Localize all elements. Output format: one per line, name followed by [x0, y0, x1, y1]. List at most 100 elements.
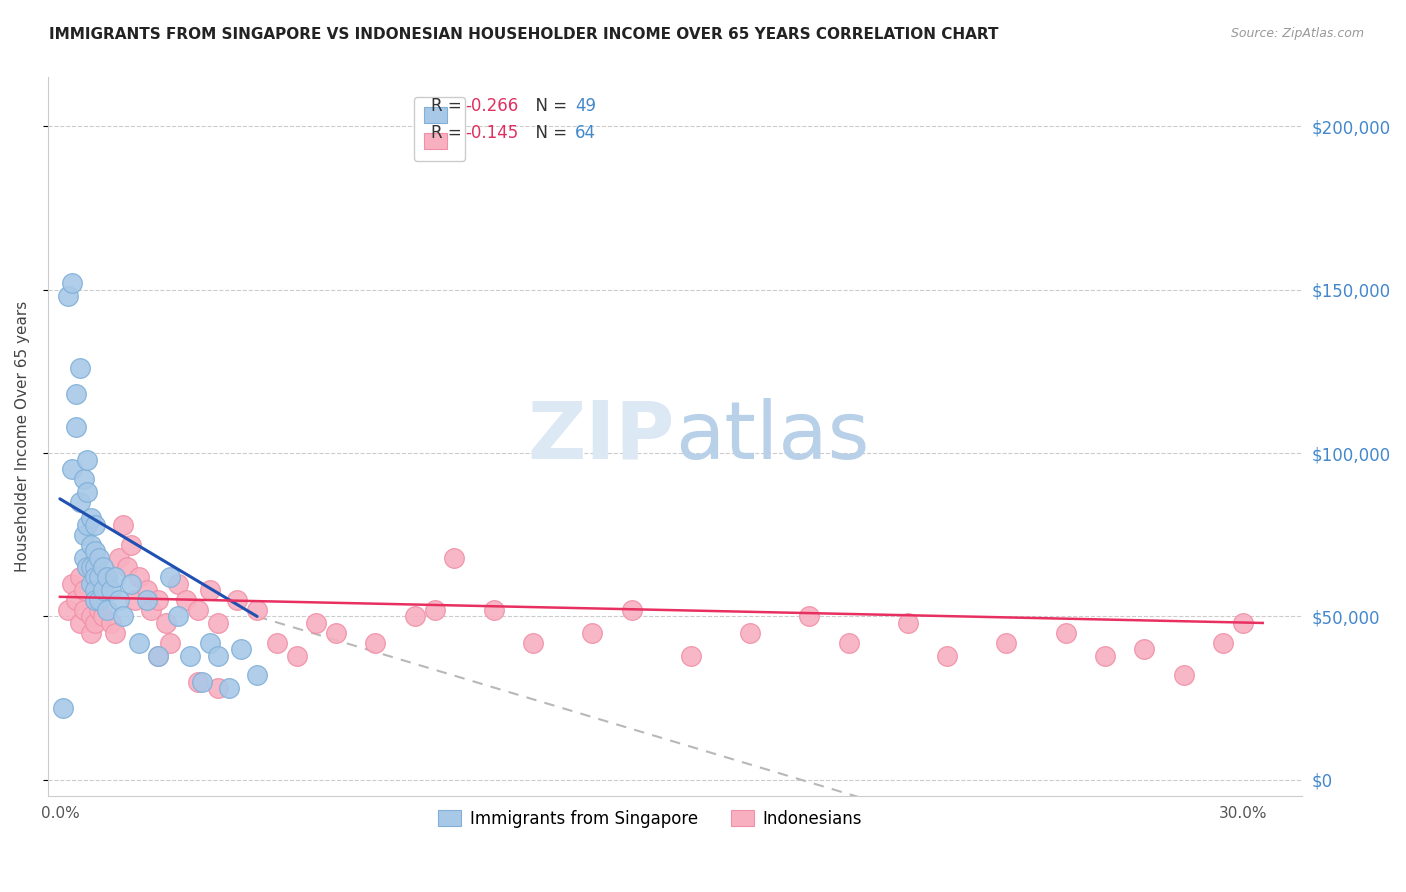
Point: [69, 361, 91, 376]
Text: N =: N =: [524, 125, 572, 143]
Point: [60, 576, 83, 591]
Point: [56, 289, 79, 303]
Point: [80, 511, 103, 525]
Point: [167, 609, 190, 624]
Point: [60, 277, 83, 291]
Point: [738, 625, 761, 640]
Point: [305, 615, 328, 630]
Point: [404, 609, 426, 624]
Point: [1212, 635, 1234, 649]
Point: [187, 603, 209, 617]
Point: [120, 537, 142, 551]
Point: [84, 544, 107, 558]
Point: [69, 495, 91, 509]
Point: [104, 625, 127, 640]
Point: [936, 648, 959, 663]
Point: [620, 603, 643, 617]
Point: [364, 635, 387, 649]
Point: [198, 583, 221, 598]
Point: [65, 593, 87, 607]
Text: N =: N =: [524, 97, 572, 115]
Text: R =: R =: [430, 125, 467, 143]
Point: [581, 625, 603, 640]
Point: [100, 615, 122, 630]
Point: [246, 603, 269, 617]
Point: [69, 570, 91, 584]
Point: [174, 593, 197, 607]
Point: [80, 560, 103, 574]
Point: [679, 648, 702, 663]
Point: [65, 420, 87, 434]
Point: [159, 635, 181, 649]
Point: [325, 625, 347, 640]
Point: [52, 701, 75, 715]
Text: -0.266: -0.266: [465, 97, 519, 115]
Point: [482, 603, 505, 617]
Point: [56, 603, 79, 617]
Point: [89, 593, 111, 607]
Point: [72, 472, 94, 486]
Point: [148, 648, 170, 663]
Point: [80, 609, 103, 624]
Point: [128, 635, 150, 649]
Point: [84, 570, 107, 584]
Point: [191, 674, 214, 689]
Point: [218, 681, 240, 696]
Point: [91, 583, 114, 598]
Point: [91, 560, 114, 574]
Point: [128, 570, 150, 584]
Point: [207, 648, 229, 663]
Y-axis label: Householder Income Over 65 years: Householder Income Over 65 years: [15, 301, 30, 573]
Point: [72, 583, 94, 598]
Point: [65, 387, 87, 401]
Text: 49: 49: [575, 97, 596, 115]
Point: [198, 635, 221, 649]
Point: [124, 593, 146, 607]
Point: [148, 593, 170, 607]
Point: [135, 583, 157, 598]
Point: [96, 570, 118, 584]
Point: [226, 593, 249, 607]
Text: Source: ZipAtlas.com: Source: ZipAtlas.com: [1230, 27, 1364, 40]
Legend: Immigrants from Singapore, Indonesians: Immigrants from Singapore, Indonesians: [432, 803, 869, 835]
Point: [84, 615, 107, 630]
Point: [155, 615, 177, 630]
Text: ZIP: ZIP: [527, 398, 675, 475]
Point: [89, 570, 111, 584]
Point: [1094, 648, 1116, 663]
Point: [838, 635, 860, 649]
Point: [120, 576, 142, 591]
Point: [443, 550, 465, 565]
Point: [135, 593, 157, 607]
Point: [897, 615, 920, 630]
Point: [76, 452, 98, 467]
Point: [207, 681, 229, 696]
Point: [76, 518, 98, 533]
Point: [84, 583, 107, 598]
Point: [84, 518, 107, 533]
Point: [89, 603, 111, 617]
Point: [76, 560, 98, 574]
Point: [1054, 625, 1077, 640]
Point: [148, 648, 170, 663]
Point: [80, 625, 103, 640]
Point: [60, 462, 83, 476]
Point: [80, 537, 103, 551]
Point: [139, 603, 162, 617]
Point: [179, 648, 201, 663]
Point: [89, 550, 111, 565]
Point: [104, 570, 127, 584]
Point: [285, 648, 308, 663]
Point: [108, 550, 131, 565]
Text: IMMIGRANTS FROM SINGAPORE VS INDONESIAN HOUSEHOLDER INCOME OVER 65 YEARS CORRELA: IMMIGRANTS FROM SINGAPORE VS INDONESIAN …: [49, 27, 998, 42]
Point: [100, 583, 122, 598]
Point: [72, 550, 94, 565]
Point: [84, 593, 107, 607]
Point: [76, 485, 98, 500]
Point: [111, 518, 134, 533]
Point: [187, 674, 209, 689]
Point: [207, 615, 229, 630]
Point: [96, 570, 118, 584]
Point: [423, 603, 446, 617]
Point: [995, 635, 1018, 649]
